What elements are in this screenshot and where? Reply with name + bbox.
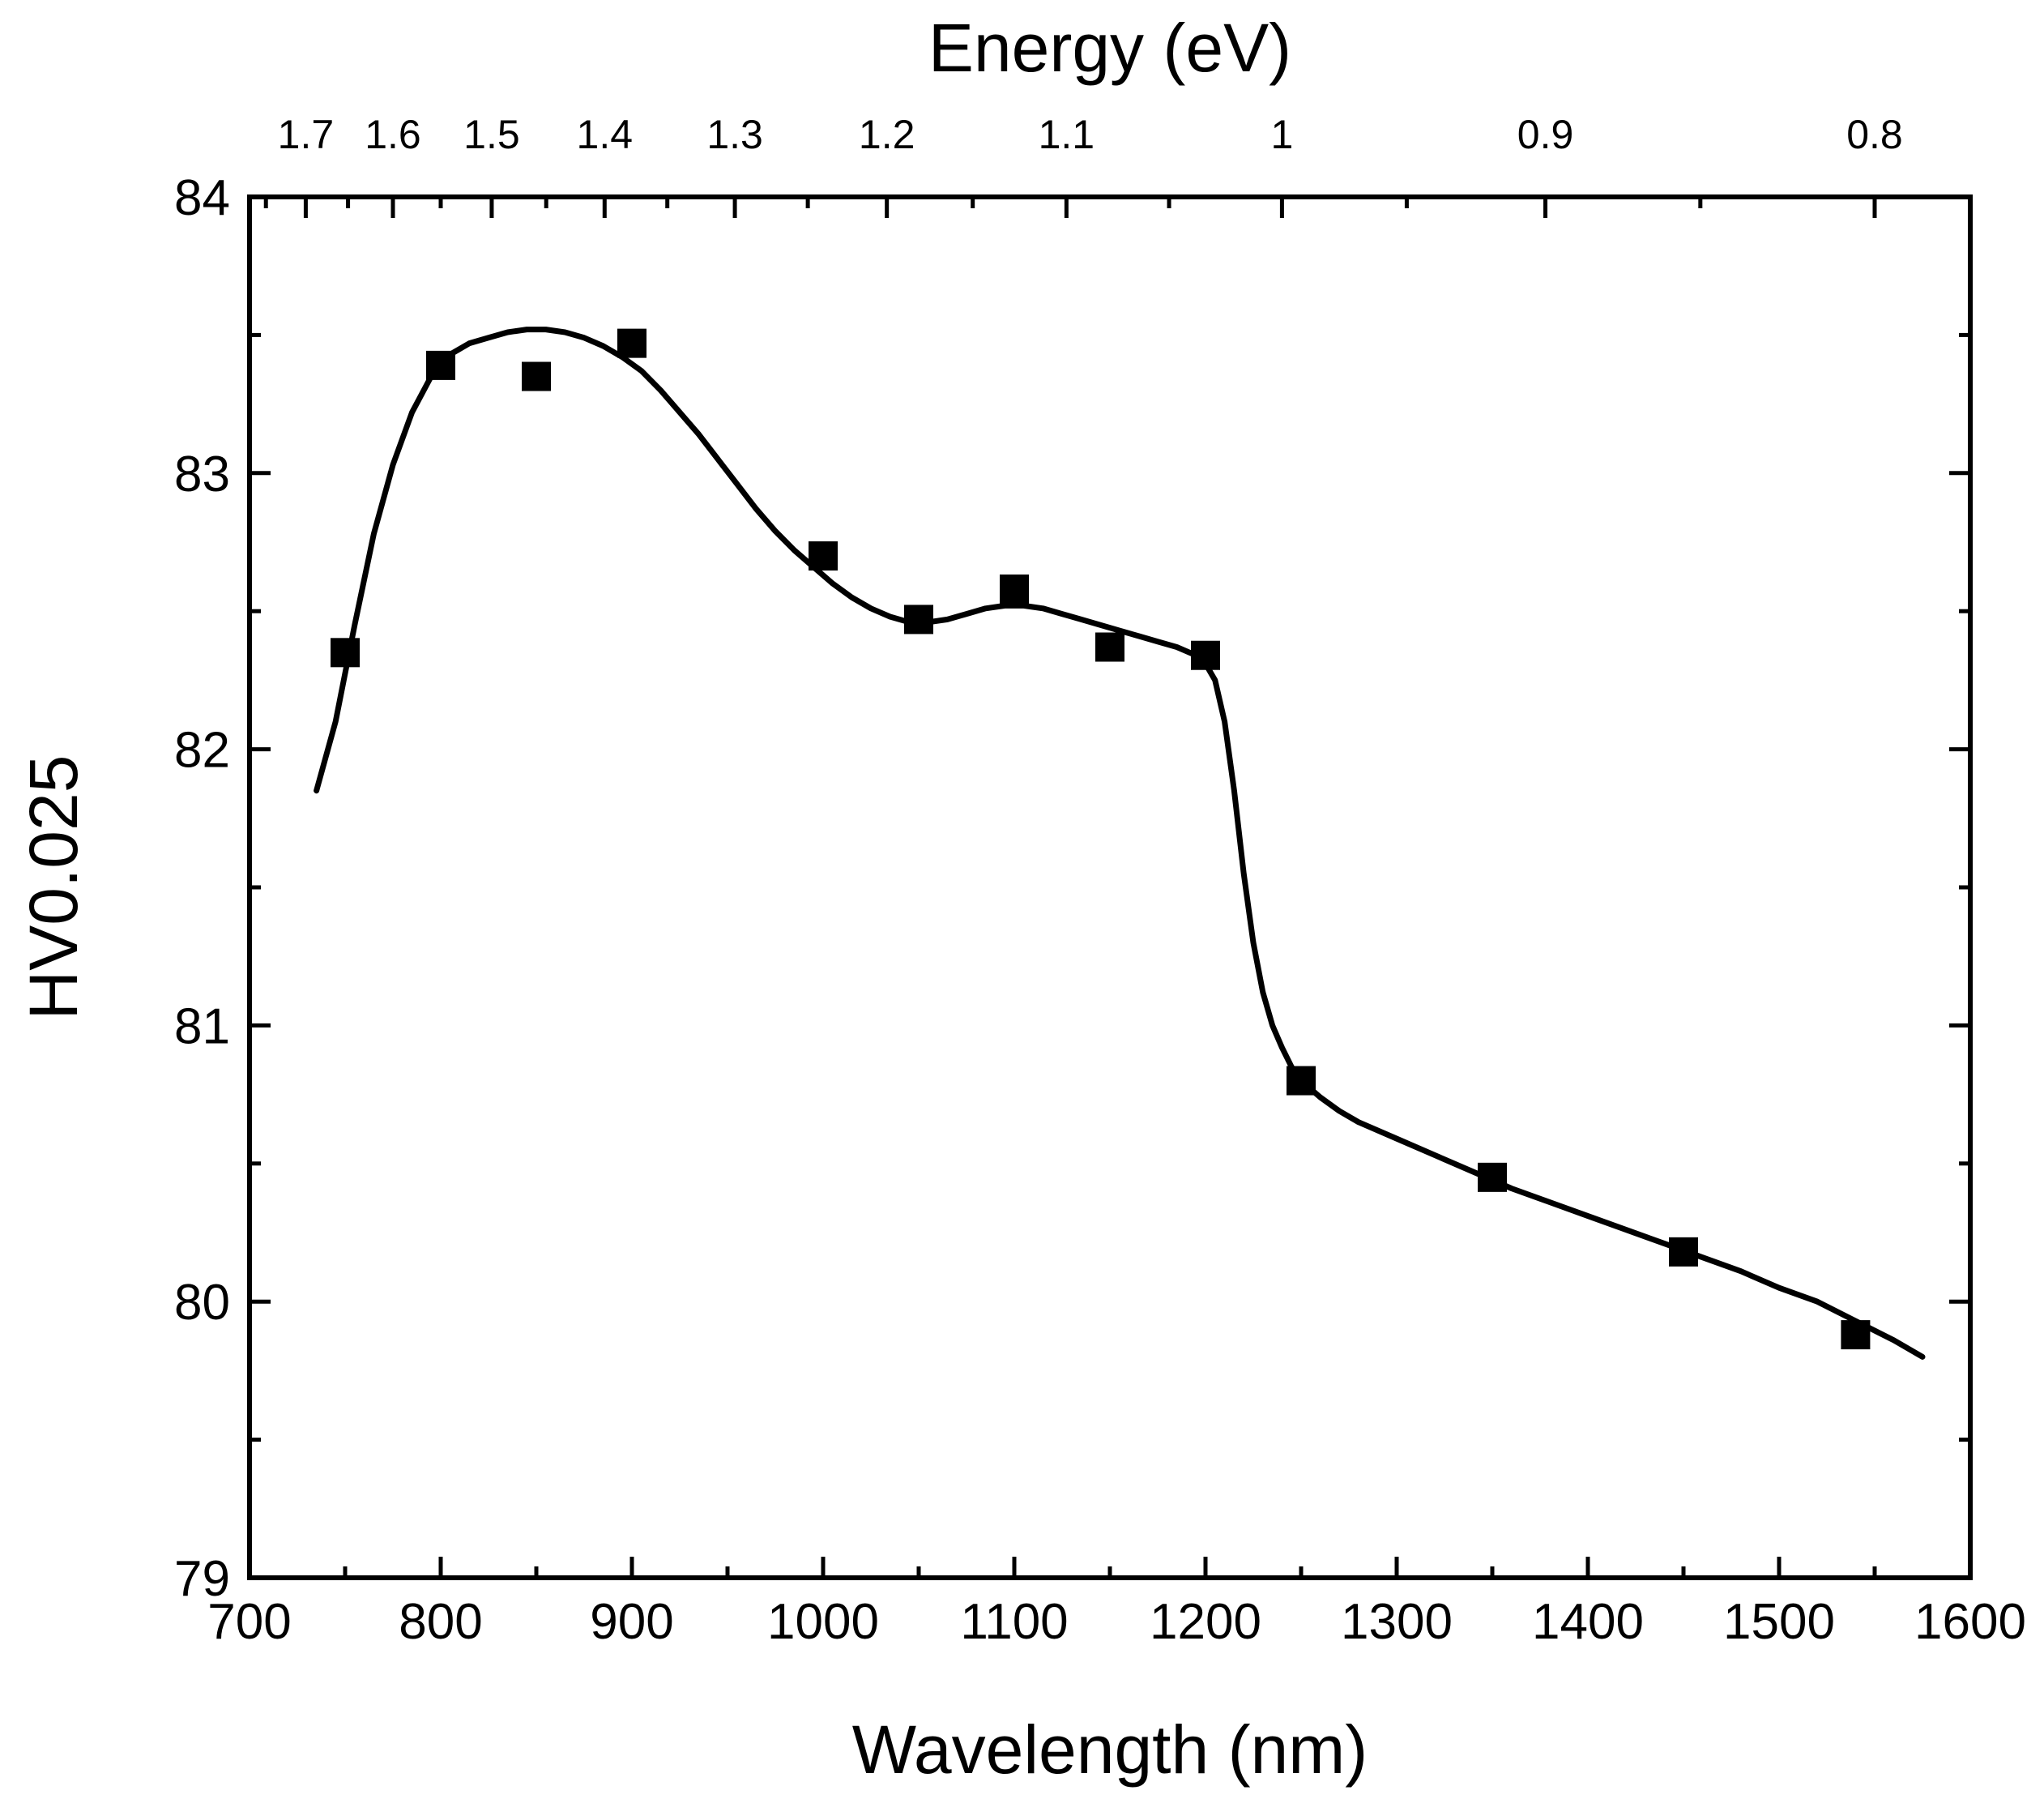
top-tick-label: 1.4 <box>577 112 634 157</box>
data-point <box>426 350 455 380</box>
data-point <box>1478 1162 1507 1192</box>
y-tick-label: 82 <box>174 723 230 779</box>
data-point <box>617 328 646 358</box>
data-point <box>1669 1237 1698 1267</box>
x-tick-label: 1000 <box>767 1594 879 1650</box>
data-point <box>522 361 551 391</box>
data-point <box>809 541 838 571</box>
top-tick-label: 1.3 <box>706 112 763 157</box>
y-tick-label: 84 <box>174 170 230 226</box>
tick-labels: 700 800 900 1000 1100 1200 1300 1400 1500 1600 79 8… <box>174 112 2026 1650</box>
top-axis-title: Energy (eV) <box>928 10 1291 86</box>
fit-curve <box>314 327 1926 1360</box>
data-point <box>1287 1066 1316 1096</box>
x-tick-label: 1500 <box>1723 1594 1835 1650</box>
y-tick-label: 80 <box>174 1275 230 1331</box>
x-tick-label: 1300 <box>1341 1594 1453 1650</box>
data-point <box>331 638 360 668</box>
axes-ticks <box>247 194 1973 1580</box>
data-point <box>1000 574 1029 604</box>
y-axis-title: HV0.025 <box>15 755 92 1020</box>
plot-frame <box>247 194 1973 1580</box>
data-point <box>1191 640 1220 670</box>
y-tick-label: 79 <box>174 1551 230 1607</box>
data-point <box>904 605 933 635</box>
data-point <box>1841 1320 1871 1350</box>
top-tick-label: 1.1 <box>1039 112 1095 157</box>
y-tick-label: 83 <box>174 447 230 502</box>
x-tick-label: 1600 <box>1914 1594 2026 1650</box>
data-series <box>314 327 1926 1360</box>
top-tick-label: 1 <box>1270 112 1293 157</box>
x-tick-label: 1400 <box>1532 1594 1644 1650</box>
x-tick-label: 1100 <box>960 1594 1068 1650</box>
top-tick-label: 1.5 <box>463 112 520 157</box>
top-tick-label: 1.6 <box>365 112 421 157</box>
top-tick-label: 0.9 <box>1517 112 1574 157</box>
top-tick-label: 0.8 <box>1846 112 1903 157</box>
x-tick-label: 1200 <box>1150 1594 1261 1650</box>
x-axis-title: Wavelength (nm) <box>852 1711 1368 1788</box>
data-point <box>1095 632 1124 662</box>
y-tick-label: 81 <box>174 998 230 1054</box>
x-tick-label: 900 <box>590 1594 673 1650</box>
top-tick-label: 1.2 <box>859 112 915 157</box>
x-tick-label: 800 <box>399 1594 482 1650</box>
top-tick-label: 1.7 <box>278 112 335 157</box>
x-tick-label: 700 <box>207 1594 291 1650</box>
